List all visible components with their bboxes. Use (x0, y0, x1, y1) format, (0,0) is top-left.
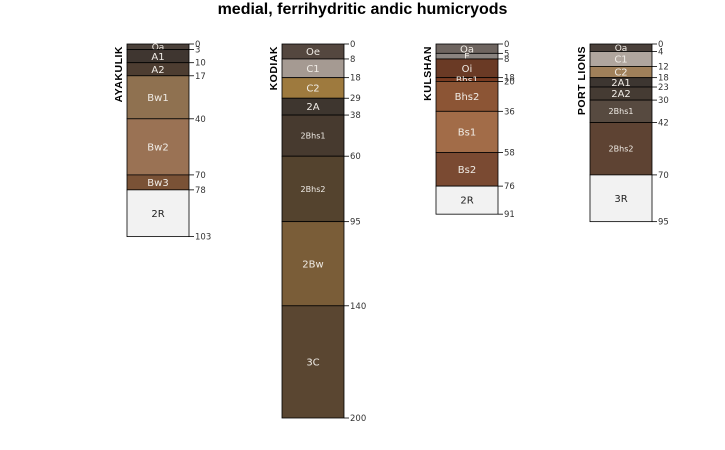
depth-label: 0 (350, 40, 355, 50)
depth-label: 140 (350, 302, 366, 312)
horizon-label: Bs2 (458, 165, 476, 176)
horizon-label: 2Bw (302, 259, 323, 270)
depth-label: 91 (504, 210, 515, 220)
horizon-label: Bw1 (147, 93, 168, 104)
depth-label: 200 (350, 414, 366, 424)
depth-label: 8 (504, 55, 509, 65)
horizon-label: Oa (460, 44, 474, 55)
depth-label: 38 (350, 111, 361, 121)
horizon-label: 3C (306, 358, 319, 369)
horizon-bs1 (435, 110, 499, 153)
horizon-label: C2 (306, 84, 319, 95)
horizon-label: C2 (614, 68, 627, 79)
horizon-2bhs1 (281, 114, 345, 157)
depth-label: 70 (658, 171, 669, 181)
depth-label: 0 (504, 40, 509, 50)
profile-name: AYAKULIK (113, 46, 125, 102)
profile-name: KULSHAN (422, 46, 434, 101)
horizon-label: E (464, 52, 470, 62)
horizon-label: Oa (152, 43, 165, 53)
depth-label: 20 (504, 77, 515, 87)
depth-label: 18 (504, 74, 515, 84)
soil-profile: Oe C1 C2 2A 2Bhs1 2Bhs2 2Bw 3C 0 8 18 29 38 60 95 140 20… (268, 40, 366, 424)
figure-title: medial, ferrihydritic andic humicryods (217, 1, 508, 18)
horizon-label: 2A2 (611, 89, 631, 100)
depth-label: 58 (504, 148, 515, 158)
horizon-label: 2Bhs2 (301, 185, 326, 194)
horizon-2bhs2 (281, 155, 345, 223)
depth-label: 42 (658, 119, 669, 129)
horizon-2bhs2 (589, 122, 653, 176)
depth-label: 70 (195, 171, 206, 181)
horizon-label: Oa (615, 44, 628, 54)
horizon-label: 2R (151, 209, 164, 220)
depth-label: 8 (350, 55, 355, 65)
horizon-label: Bhs2 (455, 92, 480, 103)
horizon-3r (589, 174, 653, 223)
depth-label: 0 (195, 40, 200, 50)
depth-label: 17 (195, 72, 206, 82)
depth-label: 30 (658, 96, 669, 106)
depth-label: 0 (658, 40, 663, 50)
horizon-label: 2Bhs2 (609, 145, 634, 154)
horizon-label: C1 (306, 64, 319, 75)
horizon-label: A1 (151, 52, 164, 63)
depth-label: 10 (195, 59, 206, 69)
horizon-label: 2A (306, 102, 319, 113)
depth-label: 76 (504, 182, 515, 192)
horizon-2bw (281, 221, 345, 307)
horizon-3c (281, 305, 345, 419)
depth-label: 36 (504, 107, 515, 117)
horizon-label: Oi (462, 64, 473, 75)
depth-label: 4 (658, 47, 663, 57)
depth-label: 12 (658, 62, 669, 72)
depth-label: 18 (350, 74, 361, 84)
depth-label: 5 (504, 49, 509, 59)
horizon-label: Bhs1 (456, 76, 478, 86)
depth-label: 95 (350, 218, 361, 228)
horizon-label: 2R (460, 196, 473, 207)
depth-label: 23 (658, 83, 669, 93)
depth-label: 103 (195, 233, 211, 243)
depth-label: 78 (195, 186, 206, 196)
horizon-bhs2 (435, 81, 499, 112)
profile-name: KODIAK (268, 46, 280, 90)
depth-label: 18 (658, 74, 669, 84)
horizon-label: A2 (151, 65, 164, 76)
horizon-label: Bw2 (147, 142, 168, 153)
depth-label: 95 (658, 218, 669, 228)
horizon-bw2 (126, 118, 190, 176)
horizon-bs2 (435, 152, 499, 187)
horizon-2r (435, 185, 499, 215)
horizon-label: 3R (614, 194, 627, 205)
horizon-label: C1 (614, 55, 627, 66)
horizon-label: Oe (306, 47, 320, 58)
soil-profile: OaEOiBhs1Bhs2Bs1Bs22R058182036587691KULS… (422, 40, 515, 220)
profile-name: PORT LIONS (576, 46, 588, 115)
horizon-label: 2Bhs1 (301, 132, 326, 141)
horizon-label: Bs1 (458, 127, 476, 138)
horizon-label: 2Bhs1 (609, 107, 634, 116)
depth-label: 3 (195, 46, 200, 56)
horizon-label: 2A1 (611, 78, 631, 89)
depth-label: 40 (195, 115, 206, 125)
depth-label: 29 (350, 94, 361, 104)
horizon-2r (126, 189, 190, 238)
depth-label: 60 (350, 152, 361, 162)
horizon-label: Bw3 (147, 178, 168, 189)
